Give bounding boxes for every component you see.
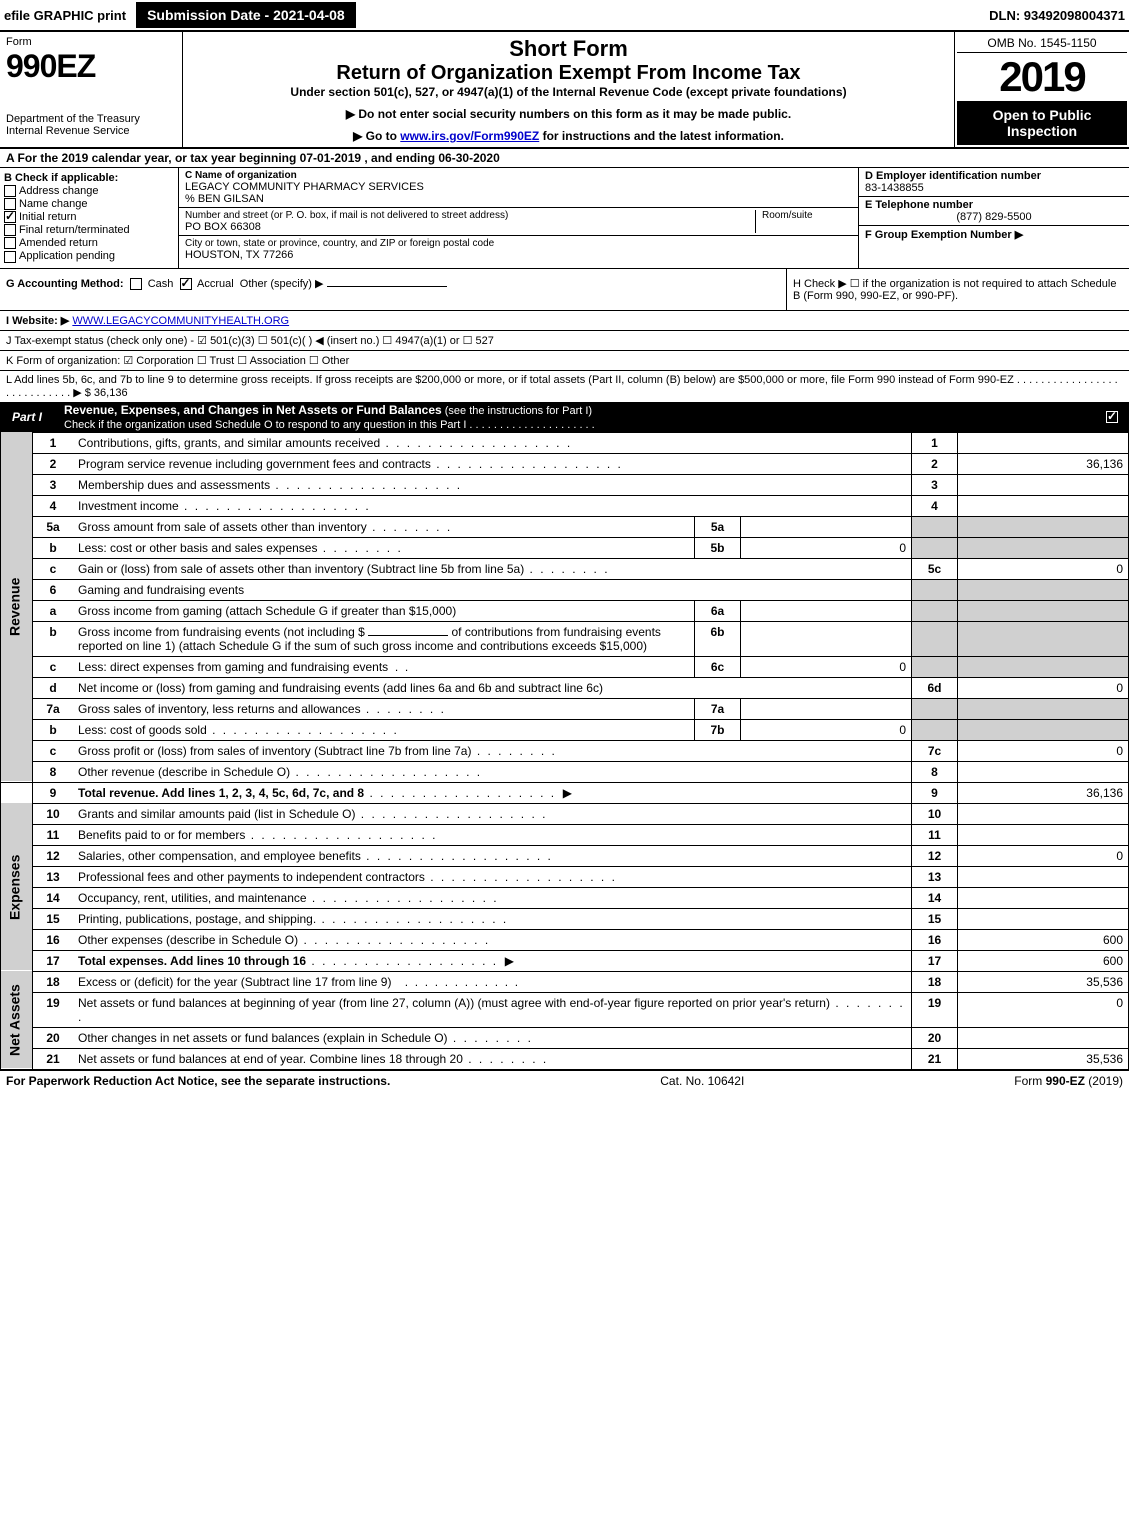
room-suite-label: Room/suite <box>755 210 852 233</box>
dept-treasury: Department of the Treasury <box>6 113 176 125</box>
side-revenue: Revenue <box>1 432 33 782</box>
cb-final-return[interactable]: Final return/terminated <box>4 224 174 236</box>
topbar-left: efile GRAPHIC print Submission Date - 20… <box>4 2 356 28</box>
website-link[interactable]: WWW.LEGACYCOMMUNITYHEALTH.ORG <box>72 315 289 327</box>
cb-application-pending[interactable]: Application pending <box>4 250 174 262</box>
part1-title-wrap: Revenue, Expenses, and Changes in Net As… <box>64 403 595 431</box>
section-l: L Add lines 5b, 6c, and 7b to line 9 to … <box>0 371 1129 403</box>
cb-amended-return[interactable]: Amended return <box>4 237 174 249</box>
city-row: City or town, state or province, country… <box>179 236 858 263</box>
footer-left: For Paperwork Reduction Act Notice, see … <box>6 1074 390 1088</box>
under-section: Under section 501(c), 527, or 4947(a)(1)… <box>193 85 944 99</box>
section-h: H Check ▶ ☐ if the organization is not r… <box>786 269 1129 310</box>
section-j: J Tax-exempt status (check only one) - ☑… <box>0 331 1129 351</box>
part1-header: Part I Revenue, Expenses, and Changes in… <box>0 403 1129 432</box>
section-i: I Website: ▶ WWW.LEGACYCOMMUNITYHEALTH.O… <box>0 311 1129 331</box>
omb-number: OMB No. 1545-1150 <box>957 34 1127 53</box>
cb-cash[interactable] <box>130 278 142 290</box>
part1-label: Part I <box>0 406 54 428</box>
group-exemption-label: F Group Exemption Number ▶ <box>865 229 1023 241</box>
side-expenses: Expenses <box>1 803 33 971</box>
form-header: Form 990EZ Department of the Treasury In… <box>0 32 1129 149</box>
side-netassets: Net Assets <box>1 971 33 1069</box>
care-of: % BEN GILSAN <box>185 193 852 205</box>
return-title: Return of Organization Exempt From Incom… <box>193 62 944 85</box>
open-inspection: Open to Public Inspection <box>957 101 1127 145</box>
cb-accrual[interactable] <box>180 278 192 290</box>
website-label: I Website: ▶ <box>6 315 69 327</box>
section-b: B Check if applicable: Address change Na… <box>0 168 179 268</box>
header-left: Form 990EZ Department of the Treasury In… <box>0 32 183 147</box>
header-center: Short Form Return of Organization Exempt… <box>183 32 954 147</box>
org-name-label: C Name of organization <box>185 170 852 181</box>
note-goto-post: for instructions and the latest informat… <box>539 129 784 143</box>
section-e: E Telephone number (877) 829-5500 <box>859 197 1129 226</box>
footer-mid: Cat. No. 10642I <box>660 1074 744 1088</box>
accounting-label: G Accounting Method: <box>6 278 124 290</box>
ein-value: 83-1438855 <box>865 182 1123 194</box>
city-value: HOUSTON, TX 77266 <box>185 249 852 261</box>
note-goto: ▶ Go to www.irs.gov/Form990EZ for instru… <box>193 129 944 143</box>
other-specify-input[interactable] <box>327 286 447 287</box>
org-name: LEGACY COMMUNITY PHARMACY SERVICES <box>185 181 852 193</box>
section-d: D Employer identification number 83-1438… <box>859 168 1129 197</box>
phone-label: E Telephone number <box>865 199 1123 211</box>
city-label: City or town, state or province, country… <box>185 238 852 249</box>
tax-year: 2019 <box>957 53 1127 101</box>
section-f: F Group Exemption Number ▶ <box>859 226 1129 243</box>
street-row: Number and street (or P. O. box, if mail… <box>179 208 858 236</box>
part1-table: Revenue 1 Contributions, gifts, grants, … <box>0 432 1129 1070</box>
note-goto-pre: ▶ Go to <box>353 129 400 143</box>
header-right: OMB No. 1545-1150 2019 Open to Public In… <box>954 32 1129 147</box>
short-form-title: Short Form <box>193 36 944 62</box>
submission-date-button[interactable]: Submission Date - 2021-04-08 <box>136 2 356 28</box>
section-def: D Employer identification number 83-1438… <box>859 168 1129 268</box>
phone-value: (877) 829-5500 <box>865 211 1123 223</box>
part1-checkbox[interactable] <box>1106 410 1121 424</box>
dln-label: DLN: 93492098004371 <box>989 8 1125 23</box>
part1-check-note: Check if the organization used Schedule … <box>64 419 595 431</box>
note-ssn: ▶ Do not enter social security numbers o… <box>193 107 944 121</box>
ein-label: D Employer identification number <box>865 170 1123 182</box>
top-bar: efile GRAPHIC print Submission Date - 20… <box>0 0 1129 32</box>
cb-initial-return[interactable]: Initial return <box>4 211 174 223</box>
efile-label: efile GRAPHIC print <box>4 8 126 23</box>
cb-name-change[interactable]: Name change <box>4 198 174 210</box>
contrib-amount-input[interactable] <box>368 635 448 636</box>
form-number: 990EZ <box>6 48 176 85</box>
street-label: Number and street (or P. O. box, if mail… <box>185 210 755 221</box>
dept-irs: Internal Revenue Service <box>6 125 176 137</box>
section-k: K Form of organization: ☑ Corporation ☐ … <box>0 351 1129 371</box>
info-grid: B Check if applicable: Address change Na… <box>0 168 1129 269</box>
period-row: A For the 2019 calendar year, or tax yea… <box>0 149 1129 168</box>
section-b-title: B Check if applicable: <box>4 172 174 184</box>
irs-link[interactable]: www.irs.gov/Form990EZ <box>400 129 539 143</box>
part1-subtitle: (see the instructions for Part I) <box>442 405 592 417</box>
section-c: C Name of organization LEGACY COMMUNITY … <box>179 168 859 268</box>
footer-right: Form 990-EZ (2019) <box>1014 1074 1123 1088</box>
section-gh: G Accounting Method: Cash Accrual Other … <box>0 269 1129 311</box>
part1-title: Revenue, Expenses, and Changes in Net As… <box>64 403 442 417</box>
org-name-row: C Name of organization LEGACY COMMUNITY … <box>179 168 858 208</box>
section-g: G Accounting Method: Cash Accrual Other … <box>0 269 786 310</box>
cb-address-change[interactable]: Address change <box>4 185 174 197</box>
street-value: PO BOX 66308 <box>185 221 755 233</box>
form-label: Form <box>6 36 176 48</box>
footer: For Paperwork Reduction Act Notice, see … <box>0 1070 1129 1091</box>
